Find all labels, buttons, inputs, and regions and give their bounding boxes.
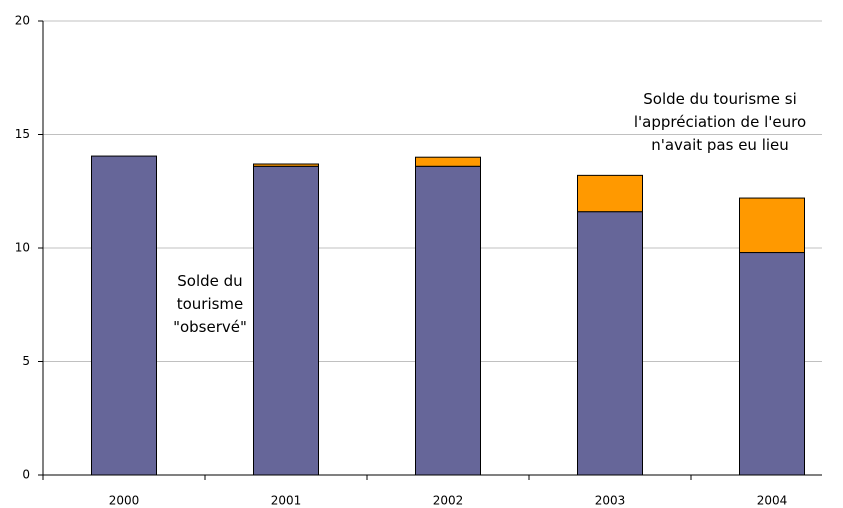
bar-segment [577, 211, 643, 476]
bar-segment [577, 174, 643, 213]
y-tick-label: 5 [22, 354, 30, 368]
bar-segment [253, 163, 319, 167]
y-tick-label: 15 [15, 127, 30, 141]
x-tick-label: 2000 [109, 494, 140, 508]
bar-segment [415, 165, 481, 476]
series-label: Solde du tourisme "observé" [173, 272, 247, 336]
x-tick-label: 2002 [433, 494, 464, 508]
bar-segment [739, 252, 805, 476]
x-tick-label: 2001 [271, 494, 302, 508]
x-tick-label: 2004 [757, 494, 788, 508]
y-tick-label: 0 [22, 468, 30, 482]
y-tick-label: 20 [15, 14, 30, 28]
bar-segment [739, 197, 805, 254]
bar-segment [91, 155, 157, 476]
x-tick-label: 2003 [595, 494, 626, 508]
bar-segment [253, 165, 319, 476]
series-label: Solde du tourisme si l'appréciation de l… [633, 90, 807, 154]
bar-segment [415, 156, 481, 167]
y-tick-label: 10 [15, 241, 30, 255]
